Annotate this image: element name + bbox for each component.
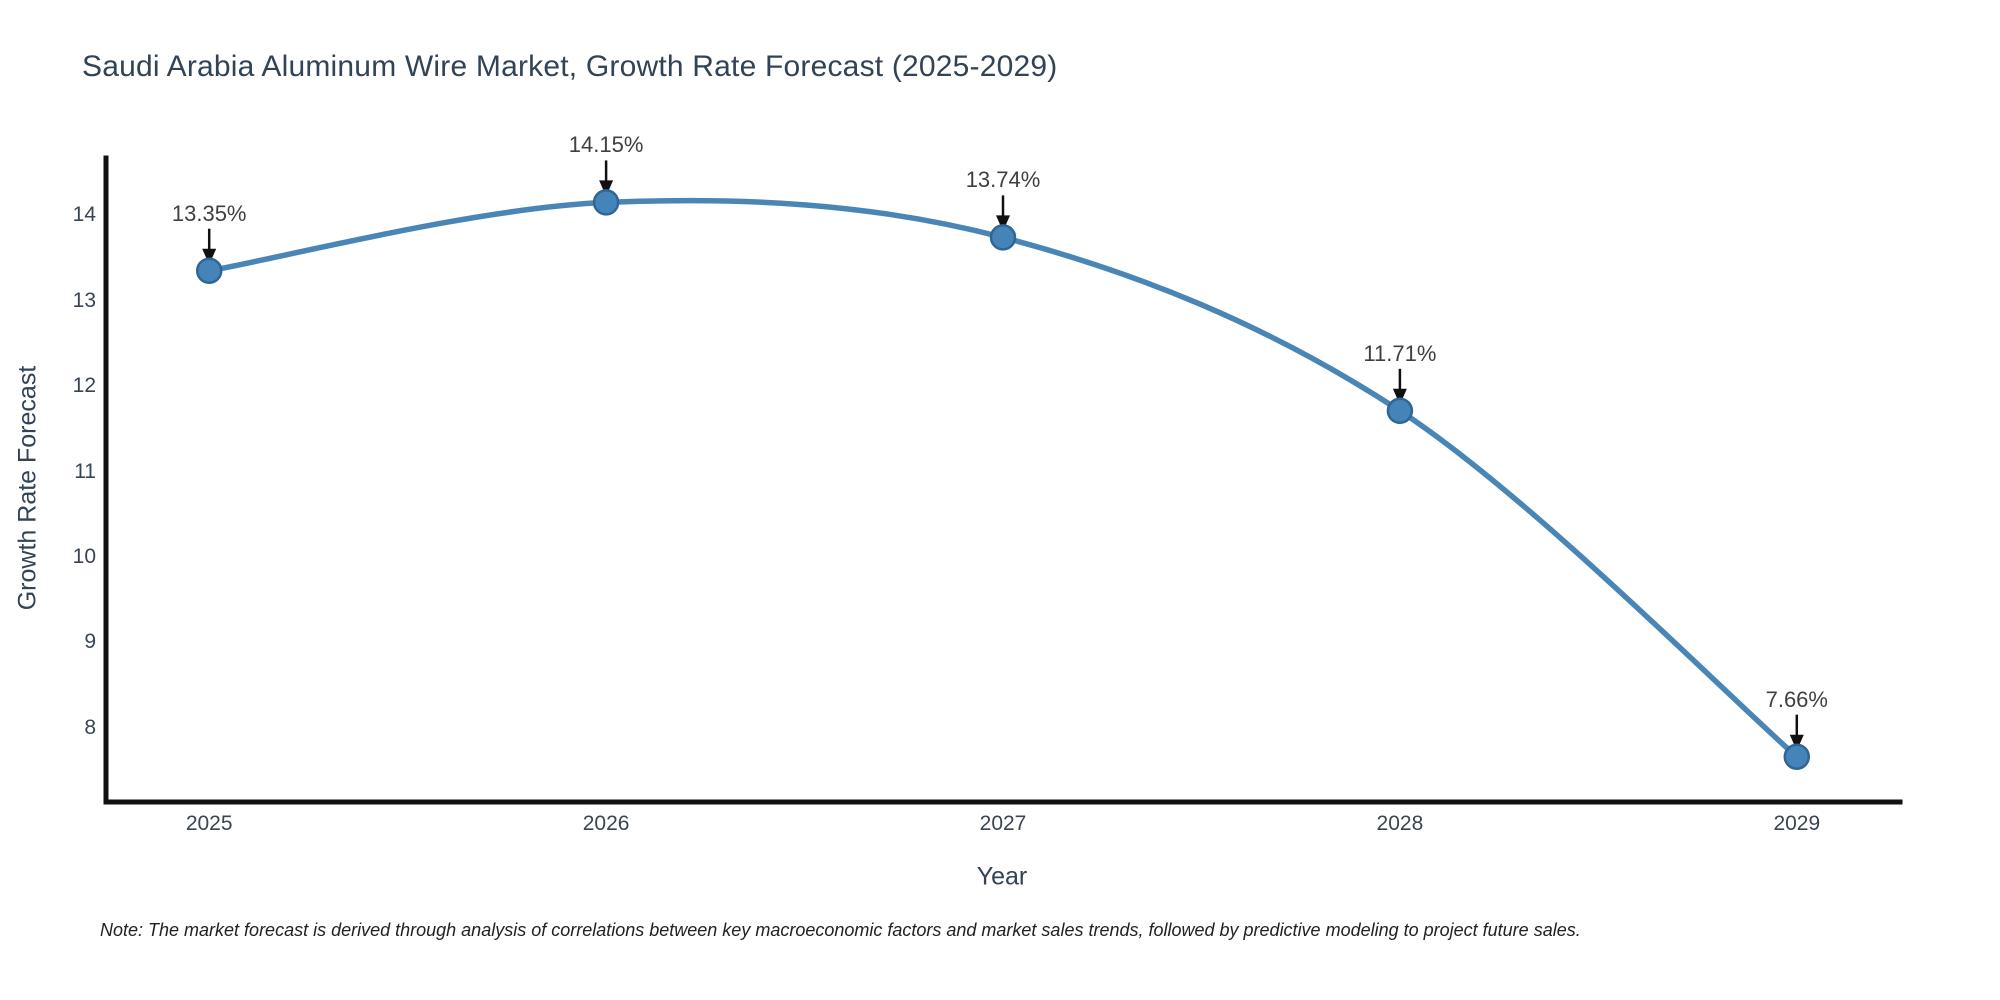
y-tick-label: 9 — [84, 630, 96, 654]
x-tick-label: 2027 — [979, 812, 1027, 835]
annotation-arrow-head — [1789, 734, 1804, 751]
data-point-marker — [592, 189, 620, 216]
x-tick-label: 2029 — [1773, 812, 1821, 835]
axis-spines — [103, 155, 1903, 805]
annotation-arrow-head — [996, 215, 1010, 232]
data-point-value-label: 7.66% — [1765, 686, 1828, 712]
annotation-arrow-head — [599, 180, 614, 197]
data-point-marker — [1386, 397, 1414, 425]
data-point-marker — [195, 257, 223, 284]
y-tick-label: 13 — [72, 288, 96, 312]
chart-title: Saudi Arabia Aluminum Wire Market, Growt… — [82, 50, 1058, 83]
y-tick-label: 8 — [84, 715, 96, 739]
x-tick-label: 2026 — [582, 812, 630, 835]
data-point-marker — [1783, 743, 1811, 770]
forecast-line — [206, 197, 1800, 760]
y-tick-label: 10 — [72, 544, 96, 568]
y-tick-label: 11 — [74, 459, 96, 483]
annotation-arrow-head — [1392, 388, 1407, 405]
data-point-value-label: 13.35% — [171, 200, 247, 226]
footnote: Note: The market forecast is derived thr… — [100, 920, 1581, 940]
x-tick-label: 2028 — [1376, 812, 1424, 835]
annotation-arrow-head — [202, 248, 217, 265]
data-point-value-label: 13.74% — [965, 167, 1041, 193]
y-axis-title: Growth Rate Forecast — [13, 365, 42, 611]
data-point-value-label: 14.15% — [568, 132, 644, 158]
data-point-value-label: 11.71% — [1363, 340, 1437, 366]
x-axis-title: Year — [976, 862, 1028, 891]
y-tick-label: 12 — [72, 374, 96, 397]
x-tick-label: 2025 — [185, 812, 233, 835]
y-tick-label: 14 — [72, 203, 96, 227]
data-point-marker — [989, 224, 1017, 251]
